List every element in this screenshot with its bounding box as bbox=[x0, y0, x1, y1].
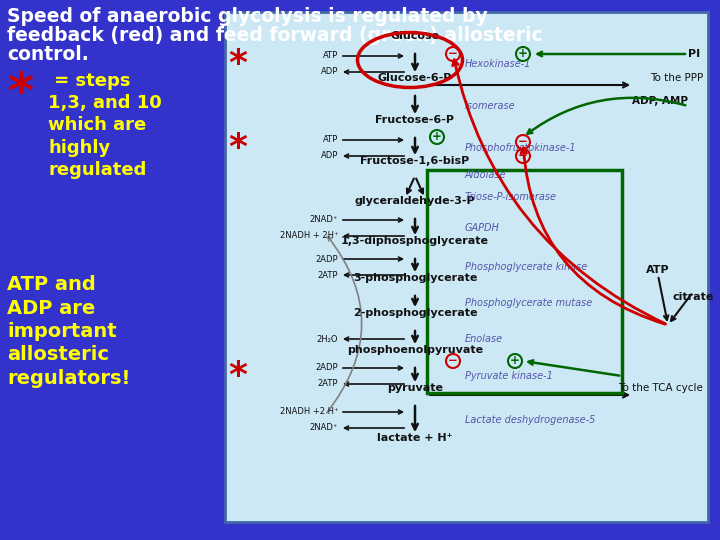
Text: Glucose: Glucose bbox=[390, 31, 440, 41]
Text: ATP: ATP bbox=[323, 136, 338, 145]
Text: ADP: ADP bbox=[320, 152, 338, 160]
Text: −: − bbox=[518, 135, 528, 148]
Text: glyceraldehyde-3-P: glyceraldehyde-3-P bbox=[355, 196, 475, 206]
Text: Phosphofructokinase-1: Phosphofructokinase-1 bbox=[465, 143, 577, 153]
Text: Phosphoglycerate kinase: Phosphoglycerate kinase bbox=[465, 262, 588, 272]
Text: ADP: ADP bbox=[320, 68, 338, 77]
Text: *: * bbox=[228, 131, 248, 165]
Text: 2ATP: 2ATP bbox=[318, 271, 338, 280]
Text: Triose-P-isomerase: Triose-P-isomerase bbox=[465, 192, 557, 202]
Text: ATP: ATP bbox=[323, 51, 338, 60]
Text: −: − bbox=[448, 47, 458, 60]
Text: To the TCA cycle: To the TCA cycle bbox=[618, 383, 703, 393]
Text: Fructose-1,6-bisP: Fructose-1,6-bisP bbox=[361, 156, 469, 166]
Text: Pyruvate kinase-1: Pyruvate kinase-1 bbox=[465, 371, 553, 381]
Text: lactate + H⁺: lactate + H⁺ bbox=[377, 433, 453, 443]
Text: *: * bbox=[7, 70, 33, 118]
Text: Enolase: Enolase bbox=[465, 334, 503, 344]
Text: 2-phosphoglycerate: 2-phosphoglycerate bbox=[353, 308, 477, 318]
Text: Hexokinase-1: Hexokinase-1 bbox=[465, 59, 531, 69]
Text: −: − bbox=[448, 354, 458, 367]
Text: 2NADH + 2H⁺: 2NADH + 2H⁺ bbox=[279, 232, 338, 240]
FancyBboxPatch shape bbox=[225, 12, 708, 522]
Text: 2NAD⁺: 2NAD⁺ bbox=[310, 215, 338, 225]
Text: −: − bbox=[518, 149, 528, 162]
Text: = steps
1,3, and 10
which are
highly
regulated: = steps 1,3, and 10 which are highly reg… bbox=[48, 72, 162, 179]
Text: +: + bbox=[518, 47, 528, 60]
Text: +: + bbox=[432, 130, 442, 143]
Text: control.: control. bbox=[7, 45, 89, 64]
Text: +: + bbox=[510, 354, 520, 367]
Text: Phosphoglycerate mutase: Phosphoglycerate mutase bbox=[465, 298, 593, 308]
Text: Fructose-6-P: Fructose-6-P bbox=[376, 115, 454, 125]
Text: PI: PI bbox=[688, 49, 700, 59]
Text: Speed of anaerobic glycolysis is regulated by: Speed of anaerobic glycolysis is regulat… bbox=[7, 7, 487, 26]
Text: 2ATP: 2ATP bbox=[318, 380, 338, 388]
Text: *: * bbox=[228, 47, 248, 81]
Text: GAPDH: GAPDH bbox=[465, 223, 500, 233]
Text: 2NADH +2 H⁺: 2NADH +2 H⁺ bbox=[279, 408, 338, 416]
Text: Aldolase: Aldolase bbox=[465, 170, 506, 180]
Text: phosphoenolpyruvate: phosphoenolpyruvate bbox=[347, 345, 483, 355]
Text: Isomerase: Isomerase bbox=[465, 101, 516, 111]
Text: ATP and
ADP are
important
allosteric
regulators!: ATP and ADP are important allosteric reg… bbox=[7, 275, 130, 388]
Text: To the PPP: To the PPP bbox=[649, 73, 703, 83]
Text: ADP, AMP: ADP, AMP bbox=[632, 96, 688, 106]
Text: ATP: ATP bbox=[646, 265, 670, 275]
Text: 2ADP: 2ADP bbox=[315, 363, 338, 373]
Text: 2ADP: 2ADP bbox=[315, 254, 338, 264]
Text: Glucose-6-P: Glucose-6-P bbox=[378, 73, 452, 83]
Text: pyruvate: pyruvate bbox=[387, 383, 443, 393]
Text: 2NAD⁺: 2NAD⁺ bbox=[310, 423, 338, 433]
Text: 2H₂O: 2H₂O bbox=[317, 334, 338, 343]
Text: *: * bbox=[228, 359, 248, 393]
Text: 1,3-diphosphoglycerate: 1,3-diphosphoglycerate bbox=[341, 236, 489, 246]
Text: 3-phosphoglycerate: 3-phosphoglycerate bbox=[353, 273, 477, 283]
Text: Lactate deshydrogenase-5: Lactate deshydrogenase-5 bbox=[465, 415, 595, 425]
Text: citrate: citrate bbox=[672, 292, 714, 302]
Text: feedback (red) and feed forward (green) allosteric: feedback (red) and feed forward (green) … bbox=[7, 26, 543, 45]
